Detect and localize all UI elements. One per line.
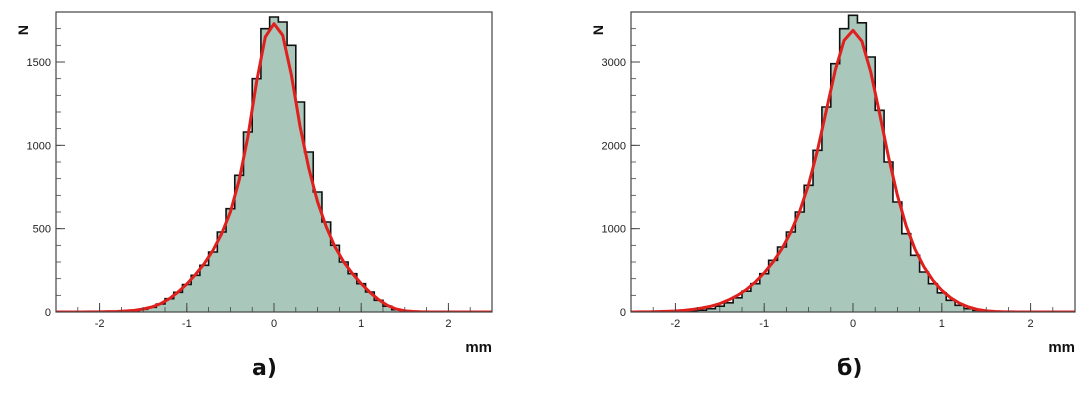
y-tick-label: 1000 <box>602 224 626 236</box>
x-tick-label: 2 <box>1028 318 1034 330</box>
histogram-fill <box>56 17 492 312</box>
chart-panel-a: -2 -1 0 1 2 0 500 1000 1500 mm N а) <box>0 0 520 393</box>
x-axis-title: mm <box>465 339 492 356</box>
x-tick-label: -1 <box>759 318 769 330</box>
y-axis-title: N <box>590 25 606 35</box>
y-tick-label: 500 <box>33 224 51 236</box>
histogram-chart-b: -2 -1 0 1 2 0 1000 2000 3000 mm N <box>590 11 1076 356</box>
x-tick-label: 0 <box>850 318 856 330</box>
y-tick-label: 1000 <box>27 140 51 152</box>
panel-label-b: б) <box>837 356 863 381</box>
y-tick-label: 1500 <box>27 57 51 69</box>
histogram-fill <box>631 15 1075 312</box>
y-tick-label: 0 <box>620 307 626 319</box>
x-tick-label: -2 <box>95 318 105 330</box>
chart-panel-b: -2 -1 0 1 2 0 1000 2000 3000 mm N б) <box>565 0 1085 393</box>
x-axis-title: mm <box>1048 339 1075 356</box>
x-tick-label: -2 <box>671 318 681 330</box>
y-axis-title: N <box>15 25 31 35</box>
y-tick-label: 2000 <box>602 140 626 152</box>
x-tick-label: 1 <box>939 318 945 330</box>
x-tick-label: 0 <box>271 318 277 330</box>
x-tick-label: 2 <box>445 318 451 330</box>
panel-label-a: а) <box>252 356 277 381</box>
histogram-chart-a: -2 -1 0 1 2 0 500 1000 1500 mm N <box>15 11 493 356</box>
x-tick-label: 1 <box>358 318 364 330</box>
y-tick-label: 3000 <box>602 57 626 69</box>
x-tick-label: -1 <box>182 318 192 330</box>
y-tick-label: 0 <box>45 307 51 319</box>
